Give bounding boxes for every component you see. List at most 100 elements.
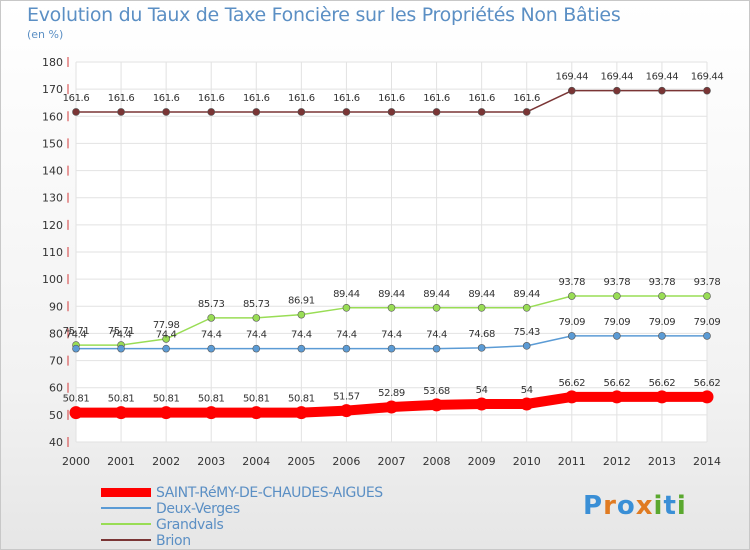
data-label: 169.44 [691, 72, 724, 83]
data-label: 74.4 [291, 330, 312, 341]
data-point [703, 332, 711, 340]
data-label: 74.4 [66, 330, 87, 341]
y-tick-label: 140 [42, 165, 63, 178]
data-point [567, 332, 576, 340]
legend-swatch [101, 523, 151, 525]
y-tick-label: 150 [42, 137, 63, 150]
data-label: 161.6 [63, 93, 90, 104]
y-tick-label: 90 [49, 300, 63, 313]
data-label: 93.78 [604, 277, 631, 288]
data-point [72, 108, 80, 116]
y-tick-label: 40 [49, 436, 63, 449]
logo-letter: o [616, 491, 636, 521]
data-point [610, 390, 624, 404]
data-label: 89.44 [333, 289, 360, 300]
logo-letter: i [653, 491, 664, 521]
data-label: 89.44 [513, 289, 540, 300]
x-tick-label: 2004 [242, 455, 270, 468]
data-label: 169.44 [646, 72, 679, 83]
data-label: 74.4 [156, 330, 177, 341]
data-point [207, 344, 216, 353]
chart-title: Evolution du Taux de Taxe Foncière sur l… [27, 4, 621, 26]
data-point [69, 406, 83, 420]
data-label: 169.44 [601, 72, 634, 83]
data-point [432, 304, 441, 312]
data-label: 77.98 [153, 320, 180, 331]
data-label: 50.81 [198, 394, 225, 405]
legend-label: Deux-Verges [156, 501, 240, 517]
data-label: 56.62 [558, 378, 585, 389]
x-tick-label: 2011 [558, 455, 586, 468]
data-label: 54 [476, 385, 488, 396]
y-tick-label: 130 [42, 192, 63, 205]
data-point [249, 406, 263, 420]
data-point [387, 344, 396, 353]
data-point [655, 390, 669, 404]
x-tick-label: 2003 [197, 455, 225, 468]
legend-swatch [101, 487, 151, 497]
data-point [430, 398, 444, 412]
data-label: 161.6 [423, 93, 450, 104]
y-tick-label: 170 [42, 83, 63, 96]
x-tick-label: 2005 [287, 455, 315, 468]
data-label: 56.62 [604, 378, 631, 389]
data-point [204, 406, 218, 420]
data-label: 161.6 [153, 93, 180, 104]
data-point [385, 400, 398, 414]
data-label: 75.71 [63, 326, 90, 337]
data-point [567, 292, 576, 300]
data-point [297, 108, 306, 116]
data-label: 74.4 [336, 330, 357, 341]
data-point [252, 314, 261, 322]
data-label: 54 [521, 385, 533, 396]
y-tick-label: 50 [49, 409, 63, 422]
data-point [522, 304, 531, 312]
data-point [342, 108, 351, 116]
x-tick-label: 2002 [152, 455, 180, 468]
data-label: 161.6 [108, 93, 135, 104]
data-label: 50.81 [288, 394, 315, 405]
legend-swatch [101, 507, 151, 509]
x-tick-label: 2012 [603, 455, 631, 468]
data-point [294, 406, 308, 420]
legend-label: Grandvals [156, 517, 224, 533]
data-point [162, 108, 170, 116]
data-point [114, 406, 128, 420]
data-point [658, 86, 666, 95]
data-label: 161.6 [333, 93, 360, 104]
x-tick-label: 2014 [693, 455, 721, 468]
x-tick-label: 2008 [423, 455, 451, 468]
data-point [700, 390, 714, 404]
data-point [522, 108, 531, 116]
data-point [252, 344, 261, 353]
data-label: 50.81 [243, 394, 270, 405]
data-label: 161.6 [513, 93, 540, 104]
y-tick-label: 60 [49, 382, 63, 395]
data-label: 161.6 [288, 93, 315, 104]
data-point [658, 332, 666, 340]
data-label: 89.44 [378, 289, 405, 300]
logo-letter: x [635, 491, 654, 521]
x-tick-label: 2006 [332, 455, 360, 468]
x-tick-label: 2010 [513, 455, 541, 468]
data-label: 161.6 [243, 93, 270, 104]
data-point [477, 108, 486, 116]
data-label: 75.71 [108, 326, 135, 337]
data-label: 52.89 [378, 388, 405, 399]
data-point [297, 344, 306, 353]
data-label: 50.81 [108, 394, 135, 405]
data-point [207, 108, 216, 116]
data-point [703, 292, 711, 300]
y-tick-label: 70 [49, 355, 63, 368]
data-label: 86.91 [288, 296, 315, 307]
legend-swatch [101, 539, 151, 541]
data-label: 79.09 [649, 317, 676, 328]
x-tick-label: 2000 [62, 455, 90, 468]
data-label: 85.73 [243, 299, 270, 310]
legend-label: Brion [156, 533, 191, 549]
data-label: 74.4 [381, 330, 402, 341]
x-tick-label: 2009 [468, 455, 496, 468]
data-point [567, 86, 576, 95]
